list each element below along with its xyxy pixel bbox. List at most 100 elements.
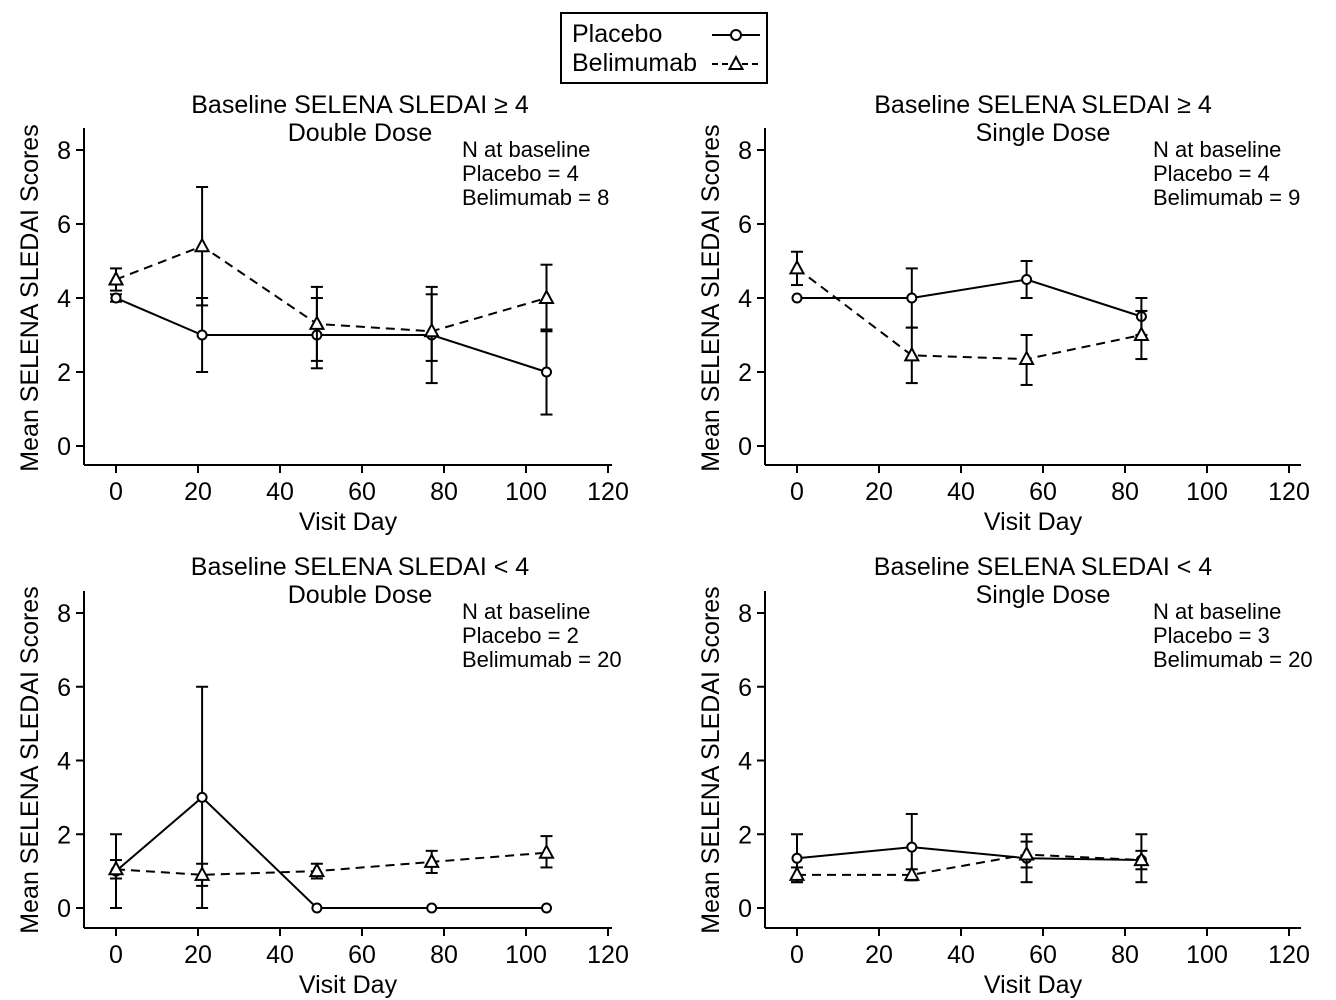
data-point-placebo (791, 852, 803, 864)
panel-title: Baseline SELENA SLEDAI < 4 (191, 553, 529, 581)
x-tick-label: 100 (505, 478, 547, 506)
panel-title: Baseline SELENA SLEDAI < 4 (874, 553, 1212, 581)
y-tick-label: 6 (738, 674, 752, 702)
x-tick-label: 0 (109, 478, 123, 506)
x-tick-label: 0 (109, 941, 123, 969)
data-point-belimumab (193, 237, 211, 253)
x-axis-label: Visit Day (984, 971, 1083, 999)
y-tick-label: 8 (738, 137, 752, 165)
y-tick-label: 8 (57, 600, 71, 628)
x-tick-label: 120 (1268, 941, 1310, 969)
y-axis-label: Mean SELENA SLEDAI Scores (16, 124, 44, 471)
data-point-belimumab (788, 865, 806, 881)
data-point-placebo (541, 366, 552, 378)
y-tick-label: 8 (738, 600, 752, 628)
panel-subtitle: Single Dose (976, 581, 1111, 609)
data-point-belimumab (308, 314, 326, 330)
series-line-placebo (115, 297, 547, 373)
data-point-belimumab (107, 270, 125, 286)
x-tick-label: 80 (1111, 941, 1139, 969)
x-tick-label: 120 (587, 478, 629, 506)
data-point-belimumab (903, 865, 920, 881)
series-line-belimumab (797, 853, 1142, 876)
y-tick-label: 0 (57, 895, 71, 923)
x-tick-label: 40 (266, 941, 294, 969)
data-point-belimumab (423, 852, 440, 868)
data-point-belimumab (1133, 850, 1150, 867)
x-tick-label: 60 (348, 941, 376, 969)
x-tick-label: 60 (1029, 478, 1057, 506)
data-point-belimumab (1018, 845, 1035, 861)
x-tick-label: 100 (505, 941, 547, 969)
x-tick-label: 20 (865, 478, 893, 506)
x-tick-label: 120 (587, 941, 629, 969)
n-at-baseline-text: N at baseline (462, 599, 590, 624)
x-tick-label: 60 (348, 478, 376, 506)
n-at-baseline-text: Placebo = 4 (462, 161, 579, 186)
data-point-placebo (196, 329, 208, 341)
x-axis-label: Visit Day (299, 971, 398, 999)
y-axis-label: Mean SELENA SLEDAI Scores (697, 124, 725, 471)
y-tick-label: 4 (57, 748, 71, 776)
x-tick-label: 0 (790, 478, 804, 506)
n-at-baseline-text: Belimumab = 20 (1153, 647, 1313, 672)
data-point-placebo (906, 841, 918, 853)
y-axis-label: Mean SELENA SLEDAI Scores (697, 586, 725, 933)
x-tick-label: 120 (1268, 478, 1310, 506)
series-line-belimumab (796, 267, 1142, 361)
data-point-belimumab (308, 862, 326, 878)
data-point-belimumab (538, 288, 555, 304)
x-tick-label: 80 (430, 941, 458, 969)
y-tick-label: 4 (57, 285, 71, 313)
y-tick-label: 0 (57, 433, 71, 461)
panel-subtitle: Double Dose (288, 581, 433, 609)
x-tick-label: 60 (1029, 941, 1057, 969)
y-tick-label: 6 (57, 674, 71, 702)
series-line-belimumab (115, 245, 547, 333)
data-point-belimumab (1018, 349, 1035, 366)
n-at-baseline-text: N at baseline (1153, 137, 1281, 162)
data-point-placebo (791, 292, 803, 304)
x-tick-label: 100 (1186, 941, 1228, 969)
y-tick-label: 2 (57, 821, 71, 849)
n-at-baseline-text: Belimumab = 20 (462, 647, 622, 672)
data-point-belimumab (538, 843, 555, 859)
x-axis-label: Visit Day (299, 508, 398, 536)
legend-label-placebo: Placebo (572, 20, 663, 48)
series-line-placebo (115, 796, 547, 909)
series-line-placebo (797, 278, 1142, 318)
data-point-belimumab (903, 346, 920, 362)
x-tick-label: 40 (266, 478, 294, 506)
legend-sample-placebo (712, 29, 760, 41)
panel-subtitle: Double Dose (288, 119, 433, 147)
data-point-belimumab (788, 259, 806, 275)
n-at-baseline-text: Placebo = 4 (1153, 161, 1270, 186)
x-axis-label: Visit Day (984, 508, 1083, 536)
data-point-placebo (906, 292, 918, 304)
panel-title: Baseline SELENA SLEDAI ≥ 4 (191, 91, 529, 119)
y-tick-label: 4 (738, 748, 752, 776)
data-point-placebo (196, 791, 208, 803)
x-tick-label: 40 (947, 941, 975, 969)
n-at-baseline-text: Placebo = 2 (462, 623, 579, 648)
y-tick-label: 2 (57, 359, 71, 387)
x-tick-label: 80 (430, 478, 458, 506)
y-tick-label: 6 (57, 211, 71, 239)
y-tick-label: 0 (738, 433, 752, 461)
data-point-belimumab (193, 865, 211, 881)
n-at-baseline-text: Belimumab = 9 (1153, 185, 1300, 210)
legend-sample-belimumab (712, 54, 760, 70)
y-tick-label: 8 (57, 137, 71, 165)
x-tick-label: 100 (1186, 478, 1228, 506)
n-at-baseline-text: N at baseline (1153, 599, 1281, 624)
data-point-placebo (541, 902, 552, 914)
x-tick-label: 20 (865, 941, 893, 969)
y-tick-label: 6 (738, 211, 752, 239)
data-point-placebo (110, 292, 122, 304)
data-point-belimumab (107, 860, 125, 876)
x-tick-label: 0 (790, 941, 804, 969)
